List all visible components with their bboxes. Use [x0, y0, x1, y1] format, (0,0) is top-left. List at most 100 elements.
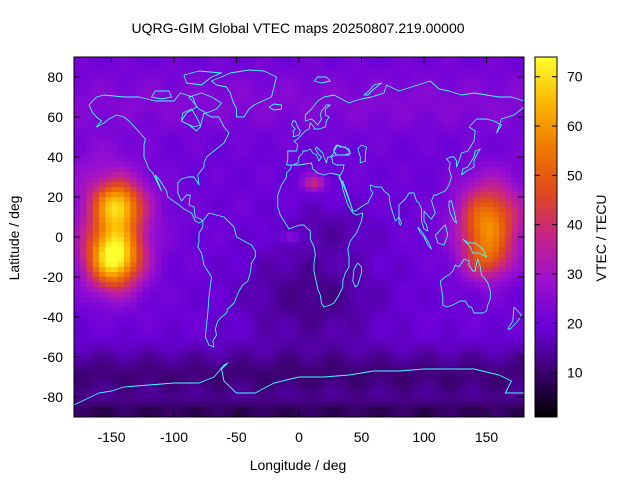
- heatmap-cell: [505, 392, 512, 398]
- heatmap-cell: [267, 367, 275, 373]
- heatmap-cell: [505, 312, 512, 318]
- heatmap-cell: [86, 62, 94, 68]
- heatmap-cell: [155, 172, 162, 178]
- heatmap-cell: [486, 97, 494, 103]
- heatmap-cell: [230, 67, 237, 73]
- heatmap-cell: [249, 247, 256, 253]
- heatmap-cell: [105, 232, 112, 238]
- heatmap-cell: [74, 307, 81, 313]
- heatmap-cell: [411, 137, 419, 143]
- heatmap-cell: [361, 77, 369, 83]
- heatmap-cell: [174, 92, 181, 98]
- heatmap-cell: [124, 172, 131, 178]
- heatmap-cell: [442, 312, 450, 318]
- heatmap-cell: [367, 397, 375, 403]
- heatmap-cell: [392, 157, 400, 163]
- heatmap-cell: [367, 107, 375, 113]
- heatmap-cell: [299, 142, 306, 148]
- heatmap-cell: [99, 342, 106, 348]
- heatmap-cell: [99, 267, 106, 273]
- heatmap-cell: [74, 297, 81, 303]
- heatmap-cell: [192, 257, 200, 263]
- heatmap-cell: [361, 377, 369, 383]
- heatmap-cell: [249, 107, 256, 113]
- heatmap-cell: [330, 182, 337, 188]
- heatmap-cell: [261, 342, 269, 348]
- heatmap-cell: [336, 192, 344, 198]
- heatmap-cell: [480, 372, 487, 378]
- heatmap-cell: [205, 372, 212, 378]
- heatmap-cell: [180, 182, 187, 188]
- heatmap-cell: [117, 312, 125, 318]
- heatmap-cell: [149, 242, 156, 248]
- heatmap-cell: [274, 252, 281, 258]
- heatmap-cell: [136, 382, 144, 388]
- heatmap-cell: [292, 372, 300, 378]
- heatmap-cell: [449, 82, 456, 88]
- heatmap-cell: [505, 57, 512, 63]
- heatmap-cell: [74, 132, 81, 138]
- heatmap-cell: [467, 307, 475, 313]
- heatmap-cell: [292, 382, 300, 388]
- heatmap-cell: [255, 267, 262, 273]
- heatmap-cell: [124, 307, 131, 313]
- heatmap-cell: [349, 137, 356, 143]
- heatmap-cell: [149, 347, 156, 353]
- heatmap-cell: [230, 302, 237, 308]
- heatmap-cell: [511, 222, 519, 228]
- heatmap-cell: [99, 307, 106, 313]
- heatmap-cell: [342, 172, 350, 178]
- heatmap-cell: [467, 237, 475, 243]
- heatmap-cell: [155, 397, 162, 403]
- heatmap-cell: [367, 237, 375, 243]
- heatmap-cell: [436, 112, 444, 118]
- heatmap-cell: [499, 357, 506, 363]
- heatmap-cell: [217, 62, 225, 68]
- heatmap-cell: [136, 262, 144, 268]
- heatmap-cell: [455, 157, 462, 163]
- heatmap-cell: [417, 247, 425, 253]
- heatmap-cell: [311, 297, 319, 303]
- heatmap-cell: [249, 312, 256, 318]
- heatmap-cell: [274, 372, 281, 378]
- heatmap-cell: [330, 322, 337, 328]
- heatmap-cell: [255, 57, 262, 63]
- heatmap-cell: [217, 152, 225, 158]
- heatmap-cell: [211, 347, 219, 353]
- heatmap-cell: [299, 332, 306, 338]
- heatmap-cell: [317, 357, 325, 363]
- heatmap-cell: [199, 392, 206, 398]
- heatmap-cell: [199, 187, 206, 193]
- heatmap-cell: [255, 127, 262, 133]
- heatmap-cell: [399, 102, 406, 108]
- heatmap-cell: [124, 92, 131, 98]
- heatmap-cell: [336, 172, 344, 178]
- heatmap-cell: [86, 117, 94, 123]
- heatmap-cell: [111, 92, 119, 98]
- heatmap-cell: [299, 82, 306, 88]
- heatmap-cell: [292, 237, 300, 243]
- heatmap-cell: [161, 257, 169, 263]
- heatmap-cell: [211, 267, 219, 273]
- heatmap-cell: [224, 177, 231, 183]
- heatmap-cell: [430, 192, 437, 198]
- heatmap-cell: [305, 327, 312, 333]
- heatmap-cell: [355, 222, 362, 228]
- heatmap-cell: [155, 102, 162, 108]
- heatmap-cell: [336, 57, 344, 63]
- heatmap-cell: [80, 357, 87, 363]
- heatmap-cell: [474, 172, 481, 178]
- heatmap-cell: [317, 137, 325, 143]
- heatmap-cell: [392, 302, 400, 308]
- heatmap-cell: [405, 187, 412, 193]
- heatmap-cell: [211, 222, 219, 228]
- heatmap-cell: [367, 122, 375, 128]
- heatmap-cell: [117, 307, 125, 313]
- heatmap-cell: [180, 157, 187, 163]
- heatmap-cell: [411, 347, 419, 353]
- heatmap-cell: [392, 127, 400, 133]
- heatmap-cell: [417, 227, 425, 233]
- heatmap-cell: [405, 192, 412, 198]
- heatmap-cell: [430, 277, 437, 283]
